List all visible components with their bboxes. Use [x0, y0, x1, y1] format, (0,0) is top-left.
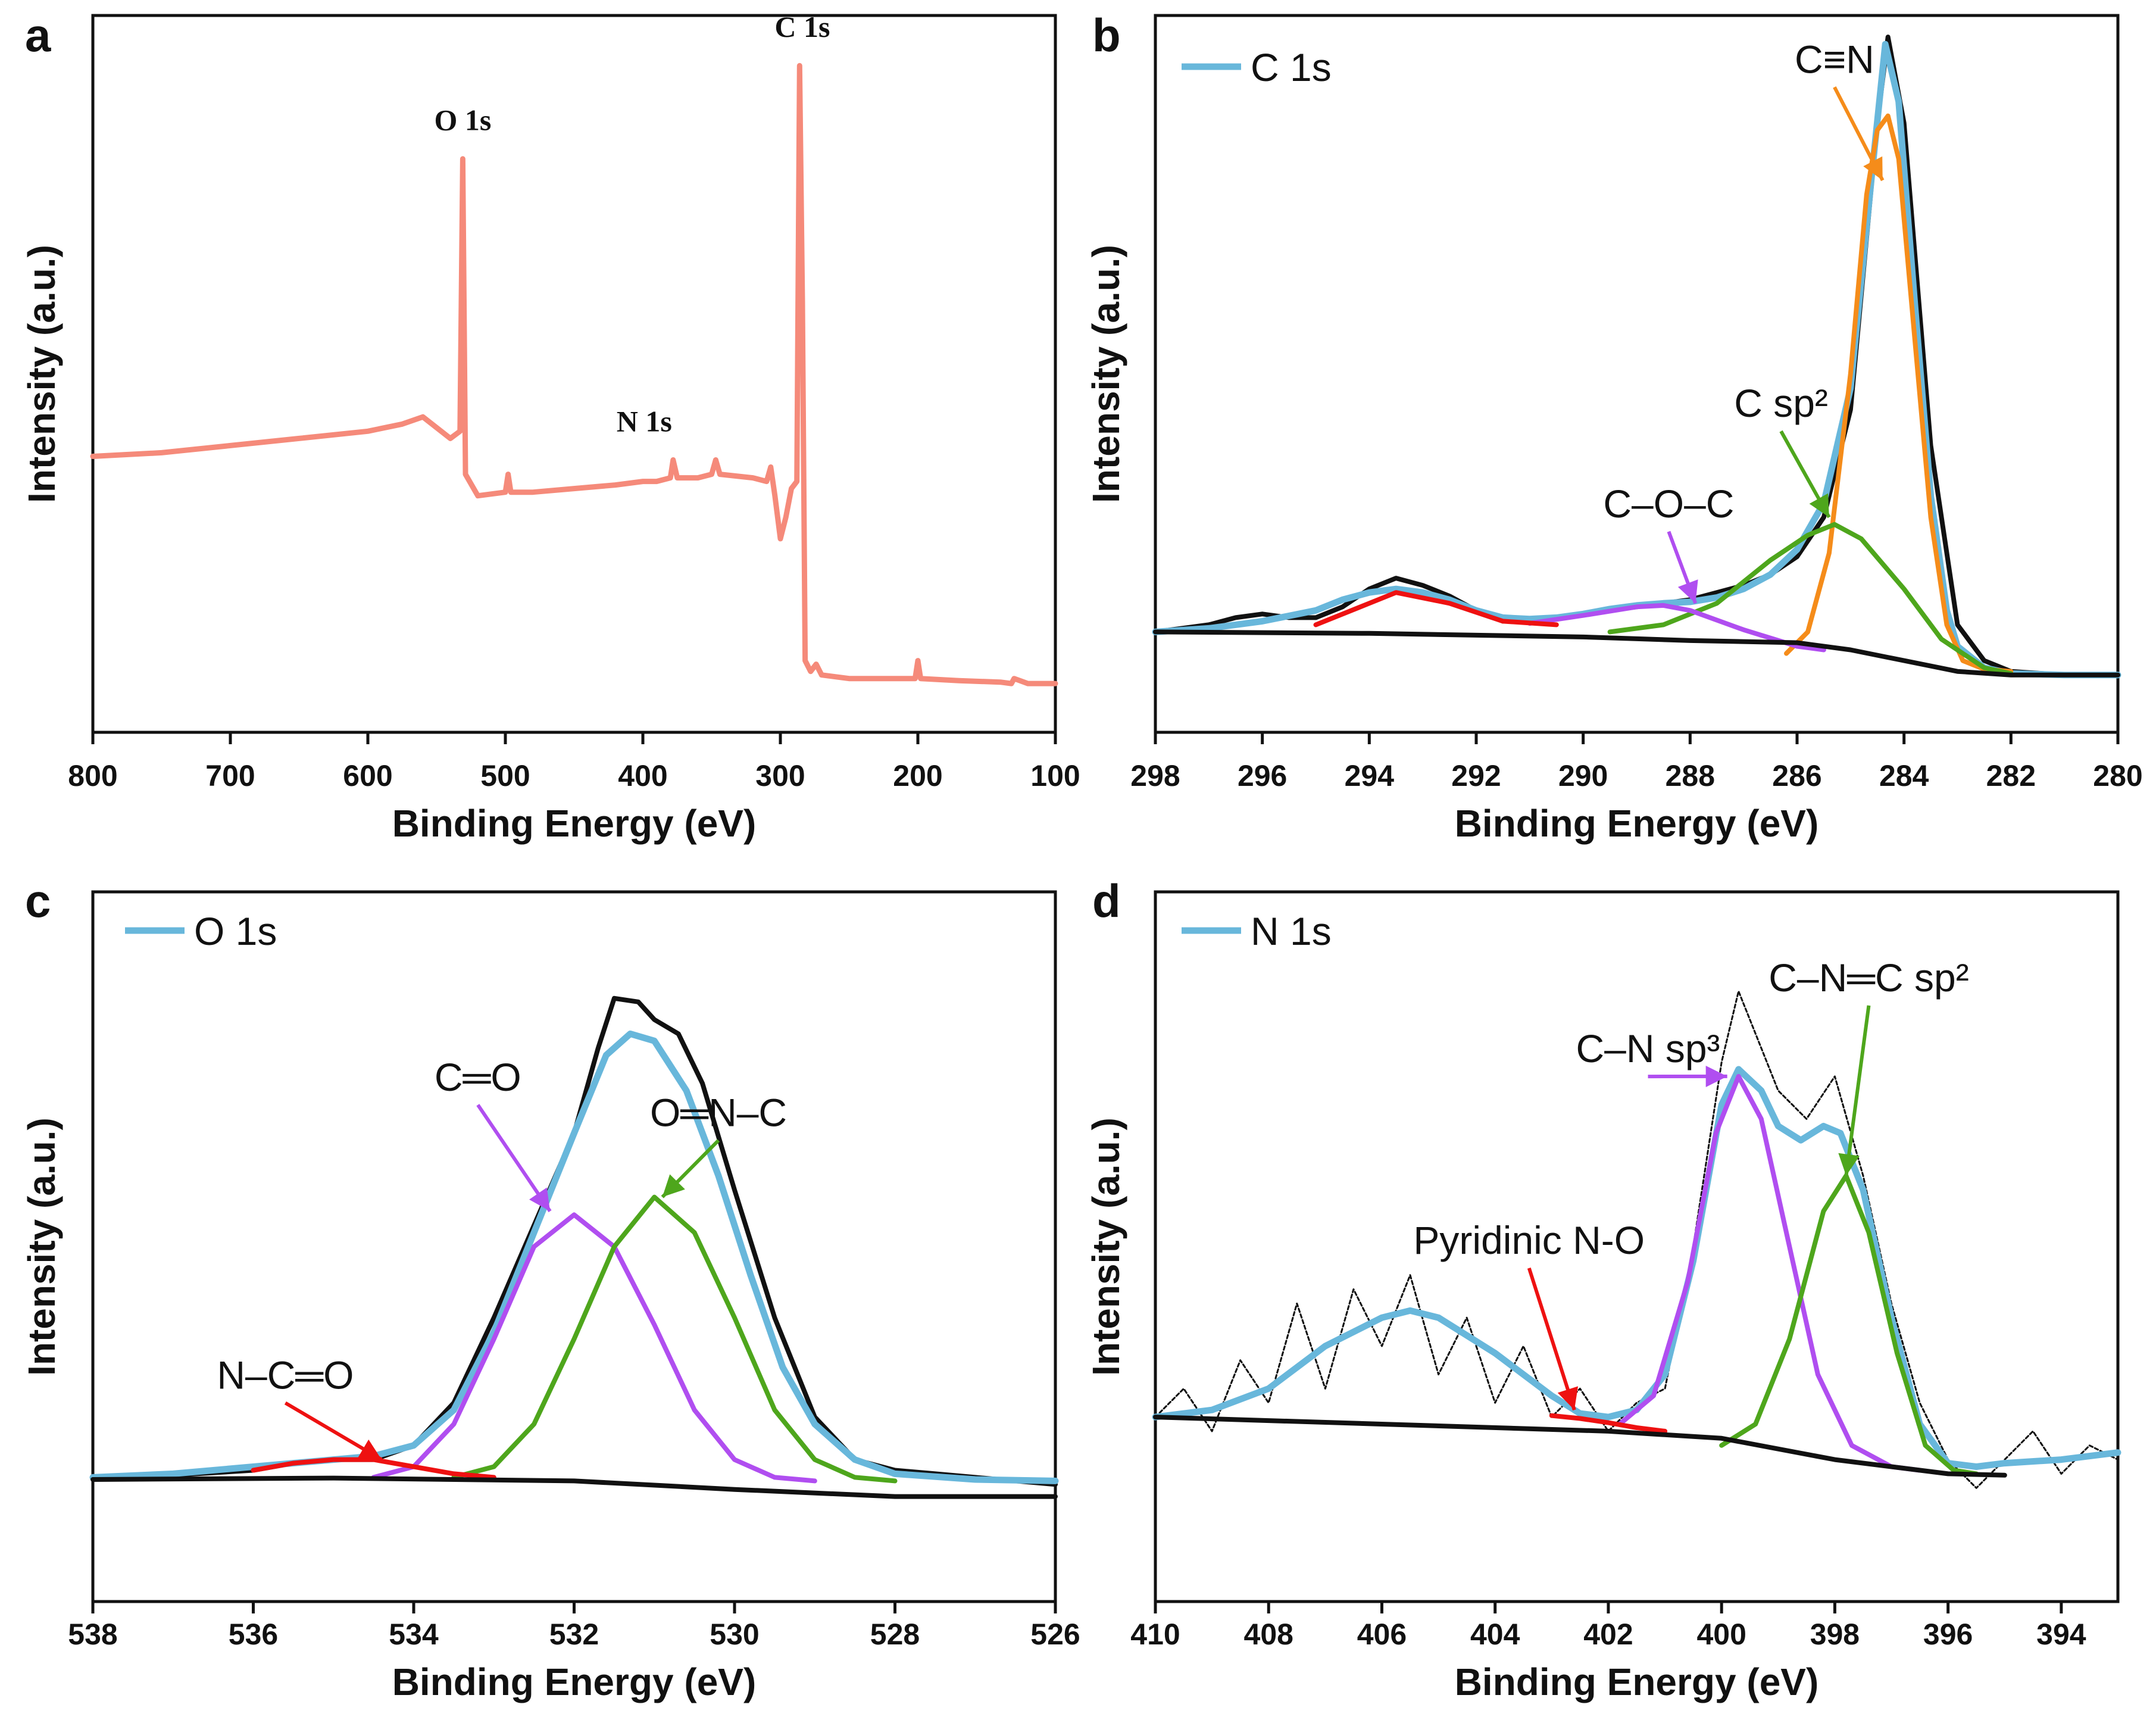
x-tick-label-c-3: 532	[549, 1618, 599, 1651]
series-c-n-c-o	[251, 1457, 496, 1480]
x-tick-label-b-9: 280	[2093, 759, 2142, 792]
x-tick-label-a-0: 800	[68, 759, 117, 792]
annotation-arrowhead-d-0	[1557, 1386, 1579, 1410]
legend-label-b: C 1s	[1251, 45, 1332, 89]
x-tick-label-c-1: 536	[229, 1618, 278, 1651]
x-tick-label-c-2: 534	[389, 1618, 439, 1651]
annotation-arrowhead-b-0	[1863, 156, 1883, 180]
x-tick-label-d-2: 406	[1357, 1618, 1407, 1651]
annotation-arrowhead-d-1	[1705, 1065, 1727, 1087]
annotation-c-1: O═N–C	[650, 1090, 787, 1134]
series-b-envelope	[1152, 40, 2121, 679]
series-c-o-n-c	[451, 1194, 898, 1484]
annotation-d-0: Pyridinic N-O	[1413, 1218, 1645, 1262]
annotation-c-2: N–C═O	[217, 1353, 354, 1397]
annotation-a-0: O 1s	[434, 104, 491, 137]
annotation-arrow-d-0	[1527, 1268, 1576, 1411]
annotation-b-1: C sp²	[1734, 381, 1828, 425]
series-b-c-sp2	[1607, 522, 2014, 676]
x-tick-label-c-5: 528	[870, 1618, 920, 1651]
x-axis-title-a: Binding Energy (eV)	[392, 802, 757, 845]
annotation-arrowhead-b-2	[1677, 579, 1698, 604]
x-tick-label-d-6: 398	[1810, 1618, 1860, 1651]
panel-a: a 800 700 600 500 400 300 200 100 Binding Energy …	[20, 9, 1080, 845]
annotation-a-2: C 1s	[774, 10, 830, 43]
plot-frame-d	[1154, 890, 2120, 1603]
series-a-survey	[90, 63, 1058, 686]
x-tick-label-a-6: 200	[893, 759, 942, 792]
series-d-envelope	[1152, 1066, 2121, 1470]
legend-label-d: N 1s	[1251, 909, 1332, 953]
x-axis-title-b: Binding Energy (eV)	[1455, 802, 1819, 845]
x-tick-label-a-1: 700	[205, 759, 255, 792]
annotation-b-2: C–O–C	[1603, 482, 1734, 526]
plot-frame-a	[91, 14, 1057, 734]
x-tick-label-c-4: 530	[710, 1618, 759, 1651]
x-tick-label-b-1: 296	[1238, 759, 1287, 792]
annotation-d-1: C–N sp³	[1576, 1026, 1720, 1070]
series-c-raw	[90, 995, 1058, 1487]
series-b-raw	[1153, 35, 2120, 678]
panel-label-d: d	[1092, 875, 1121, 927]
x-tick-label-b-4: 290	[1558, 759, 1608, 792]
x-tick-label-d-5: 400	[1696, 1618, 1746, 1651]
x-tick-label-d-0: 410	[1130, 1618, 1180, 1651]
panel-d: d 410 408 406 404 402 400 398 396 394 Binding Ener…	[1085, 875, 2121, 1703]
plot-frame-b	[1154, 14, 2120, 734]
annotation-arrow-d-2	[1844, 1005, 1871, 1176]
y-axis-title-d: Intensity (a.u.)	[1085, 1118, 1127, 1376]
x-tick-label-b-6: 286	[1772, 759, 1821, 792]
x-tick-label-a-7: 100	[1030, 759, 1080, 792]
x-tick-label-d-7: 396	[1923, 1618, 1973, 1651]
x-tick-label-a-2: 600	[343, 759, 392, 792]
panel-label-a: a	[25, 9, 51, 61]
series-c-background	[90, 1475, 1058, 1499]
x-tick-label-a-5: 300	[755, 759, 805, 792]
series-c-c-o	[371, 1212, 817, 1484]
series-d-background	[1153, 1415, 2007, 1478]
annotation-a-1: N 1s	[617, 404, 672, 438]
annotation-arrowhead-c-2	[357, 1439, 382, 1460]
panel-label-c: c	[25, 875, 51, 927]
series-d-c-n-c-sp2	[1719, 1173, 1979, 1477]
x-tick-label-a-4: 400	[618, 759, 667, 792]
x-tick-label-d-8: 394	[2036, 1618, 2086, 1651]
x-tick-label-d-1: 408	[1244, 1618, 1293, 1651]
y-axis-title-c: Intensity (a.u.)	[20, 1118, 63, 1376]
legend-label-c: O 1s	[194, 909, 277, 953]
annotation-d-2: C–N═C sp²	[1768, 956, 1968, 1000]
x-tick-label-c-6: 526	[1030, 1618, 1080, 1651]
annotation-arrowhead-d-2	[1838, 1153, 1860, 1176]
y-axis-title-b: Intensity (a.u.)	[1085, 245, 1127, 503]
series-c-envelope	[89, 1030, 1059, 1484]
panel-c: c 538 536 534 532 530 528 526 Binding Energy (eV…	[20, 875, 1080, 1703]
series-d-c-n-sp3	[1617, 1073, 1923, 1473]
series-b-background	[1153, 629, 2120, 678]
x-tick-label-a-3: 500	[480, 759, 530, 792]
x-tick-label-b-2: 294	[1345, 759, 1395, 792]
x-axis-title-d: Binding Energy (eV)	[1455, 1660, 1819, 1703]
panel-b: b 298 296 294 292 290 288 286 284 282 280 Binding E…	[1085, 9, 2143, 845]
annotation-arrowhead-c-1	[662, 1174, 685, 1197]
annotation-c-0: C═O	[435, 1055, 521, 1099]
x-tick-label-d-4: 402	[1583, 1618, 1633, 1651]
x-tick-label-d-3: 404	[1470, 1618, 1520, 1651]
x-tick-label-c-0: 538	[68, 1618, 117, 1651]
x-tick-label-b-0: 298	[1130, 759, 1180, 792]
y-axis-title-a: Intensity (a.u.)	[20, 245, 63, 503]
x-tick-label-b-8: 282	[1986, 759, 2036, 792]
x-tick-label-b-3: 292	[1451, 759, 1501, 792]
x-tick-label-b-5: 288	[1666, 759, 1715, 792]
series-b--satellite	[1313, 590, 1559, 628]
annotation-b-0: C≡N	[1795, 37, 1874, 81]
annotation-arrowhead-c-0	[529, 1187, 551, 1212]
annotation-arrowhead-b-1	[1809, 493, 1829, 517]
series-d-pyridinic-n-o	[1549, 1413, 1668, 1434]
x-tick-label-b-7: 284	[1879, 759, 1929, 792]
panel-label-b: b	[1092, 9, 1121, 61]
x-axis-title-c: Binding Energy (eV)	[392, 1660, 757, 1703]
